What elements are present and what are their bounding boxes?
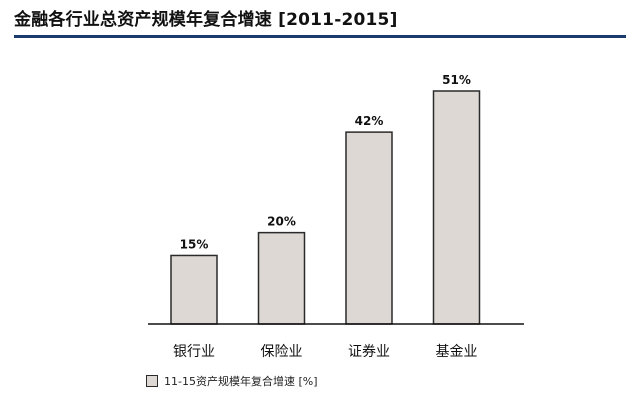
x-tick-label-2: 证券业 xyxy=(348,344,390,360)
legend-swatch xyxy=(146,375,158,387)
x-tick-label-3: 基金业 xyxy=(436,343,478,360)
data-label-2: 42% xyxy=(355,114,384,128)
title-divider xyxy=(14,35,626,38)
bar-3 xyxy=(432,90,481,325)
bar-0 xyxy=(170,254,218,325)
bar-1 xyxy=(257,231,306,325)
x-tick-label-1: 保险业 xyxy=(261,344,303,360)
data-label-1: 20% xyxy=(267,215,296,229)
data-label-0: 15% xyxy=(180,237,209,251)
chart-legend: 11-15资产规模年复合增速 [%] xyxy=(146,373,318,389)
legend-label: 11-15资产规模年复合增速 [%] xyxy=(164,375,318,388)
data-label-3: 51% xyxy=(442,73,471,87)
x-tick-label-0: 银行业 xyxy=(173,344,215,360)
bar-2 xyxy=(345,131,393,325)
chart-title: 金融各行业总资产规模年复合增速 [2011-2015] xyxy=(14,10,398,30)
